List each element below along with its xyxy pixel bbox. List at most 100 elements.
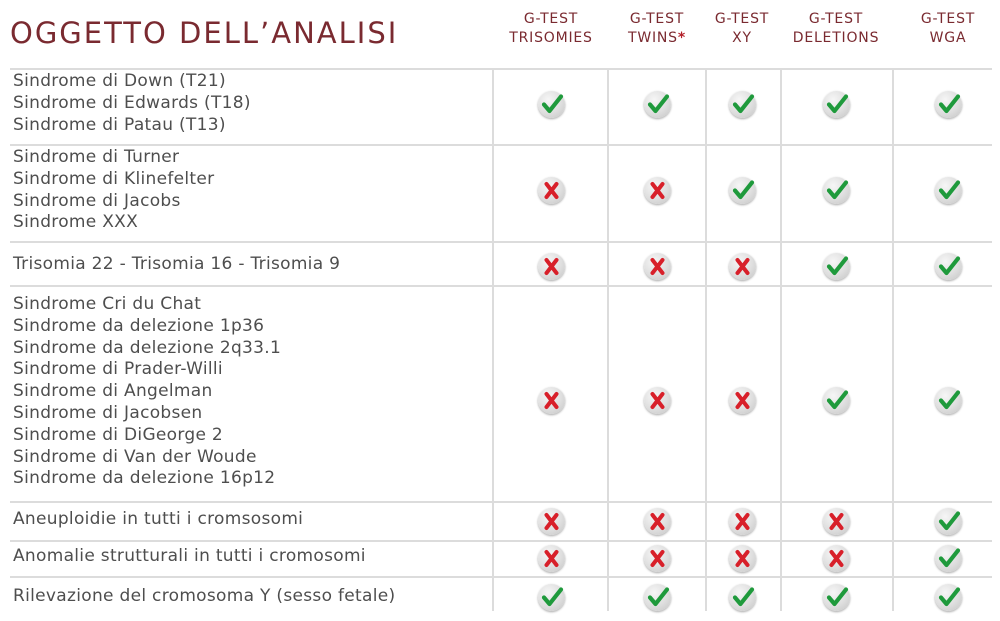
- cross-icon: [544, 512, 558, 530]
- row-divider: [10, 501, 992, 503]
- result-indicator: [728, 386, 756, 414]
- cross-icon: [544, 391, 558, 409]
- row-divider: [10, 68, 992, 70]
- result-indicator: [728, 507, 756, 535]
- cross-icon: [735, 549, 749, 567]
- column-header-line1: G-TEST: [714, 11, 770, 27]
- column-divider: [607, 68, 609, 611]
- check-icon: [938, 547, 960, 567]
- column-header: G-TEST XY: [707, 10, 777, 48]
- row-label: Sindrome di Patau (T13): [13, 114, 226, 135]
- result-indicator: [934, 507, 962, 535]
- row-label: Sindrome XXX: [13, 212, 139, 233]
- result-indicator: [934, 544, 962, 572]
- column-divider: [492, 68, 494, 611]
- cross-icon: [544, 549, 558, 567]
- row-label: Sindrome di Jacobsen: [13, 403, 203, 423]
- check-icon: [938, 93, 960, 113]
- result-indicator: [643, 507, 671, 535]
- column-header-name: DELETIONS: [792, 30, 880, 46]
- cross-icon: [650, 549, 664, 567]
- result-indicator: [822, 583, 850, 611]
- row-label: Sindrome di Van der Woude: [13, 446, 257, 467]
- row-label: Rilevazione del cromosoma Y (sesso fetal…: [13, 586, 396, 606]
- result-indicator: [934, 252, 962, 280]
- row-label: Sindrome da delezione 1p36: [13, 315, 265, 336]
- column-header: G-TEST TRISOMIES: [496, 10, 606, 48]
- check-icon: [647, 93, 669, 113]
- check-icon: [732, 179, 754, 199]
- column-divider: [892, 68, 894, 611]
- result-indicator: [643, 252, 671, 280]
- column-header-line2: XY: [707, 29, 777, 48]
- check-icon: [541, 586, 563, 606]
- result-indicator: [643, 90, 671, 118]
- check-icon: [938, 510, 960, 530]
- row-divider: [10, 144, 992, 146]
- result-indicator: [537, 252, 565, 280]
- result-indicator: [537, 176, 565, 204]
- column-header-line2: DELETIONS: [781, 29, 891, 48]
- cross-icon: [650, 512, 664, 530]
- check-icon: [732, 586, 754, 606]
- cross-icon: [544, 257, 558, 275]
- row-label: Sindrome da delezione 16p12: [13, 468, 276, 489]
- cross-icon: [650, 391, 664, 409]
- row-divider: [10, 540, 992, 542]
- row-divider: [10, 241, 992, 243]
- column-header-line2: TWINS*: [617, 29, 697, 48]
- row-label: Sindrome di Angelman: [13, 381, 213, 402]
- row-label: Sindrome di Jacobs: [13, 190, 181, 211]
- result-indicator: [537, 544, 565, 572]
- result-indicator: [537, 583, 565, 611]
- row-label: Anomalie strutturali in tutti i cromosom…: [13, 546, 366, 566]
- row-divider: [10, 285, 992, 287]
- result-indicator: [643, 176, 671, 204]
- row-divider: [10, 576, 992, 578]
- row-label: Trisomia 22 - Trisomia 16 - Trisomia 9: [13, 254, 341, 274]
- result-indicator: [822, 507, 850, 535]
- cross-icon: [650, 257, 664, 275]
- result-indicator: [934, 90, 962, 118]
- column-header-line1: G-TEST: [808, 11, 864, 27]
- result-indicator: [822, 386, 850, 414]
- row-label: Sindrome di Down (T21): [13, 71, 226, 91]
- check-icon: [647, 586, 669, 606]
- row-label: Sindrome di Turner: [13, 147, 180, 167]
- cross-icon: [829, 549, 843, 567]
- result-indicator: [934, 386, 962, 414]
- result-indicator: [822, 544, 850, 572]
- row-label: Sindrome di Prader-Willi: [13, 359, 223, 380]
- cross-icon: [735, 512, 749, 530]
- column-header-name: WGA: [929, 30, 967, 46]
- check-icon: [938, 179, 960, 199]
- column-divider: [780, 68, 782, 611]
- column-header-line2: WGA: [908, 29, 988, 48]
- check-icon: [826, 179, 848, 199]
- result-indicator: [822, 252, 850, 280]
- result-indicator: [728, 252, 756, 280]
- result-indicator: [728, 90, 756, 118]
- result-indicator: [822, 90, 850, 118]
- result-indicator: [537, 90, 565, 118]
- row-label: Sindrome da delezione 2q33.1: [13, 337, 282, 358]
- result-indicator: [643, 386, 671, 414]
- column-header: G-TEST DELETIONS: [781, 10, 891, 48]
- result-indicator: [728, 176, 756, 204]
- result-indicator: [643, 583, 671, 611]
- row-label: Sindrome di Edwards (T18): [13, 92, 251, 113]
- result-indicator: [728, 583, 756, 611]
- column-header-line1: G-TEST: [523, 11, 579, 27]
- column-header-line1: G-TEST: [920, 11, 976, 27]
- check-icon: [826, 586, 848, 606]
- column-header-name: TWINS: [627, 30, 678, 46]
- result-indicator: [643, 544, 671, 572]
- result-indicator: [728, 544, 756, 572]
- column-header-line2: TRISOMIES: [496, 29, 606, 48]
- row-label: Sindrome Cri du Chat: [13, 294, 202, 314]
- cross-icon: [735, 391, 749, 409]
- result-indicator: [934, 176, 962, 204]
- row-label: Aneuploidie in tutti i cromsosomi: [13, 509, 304, 529]
- column-header: G-TEST WGA: [908, 10, 988, 48]
- asterisk-marker: *: [677, 30, 686, 46]
